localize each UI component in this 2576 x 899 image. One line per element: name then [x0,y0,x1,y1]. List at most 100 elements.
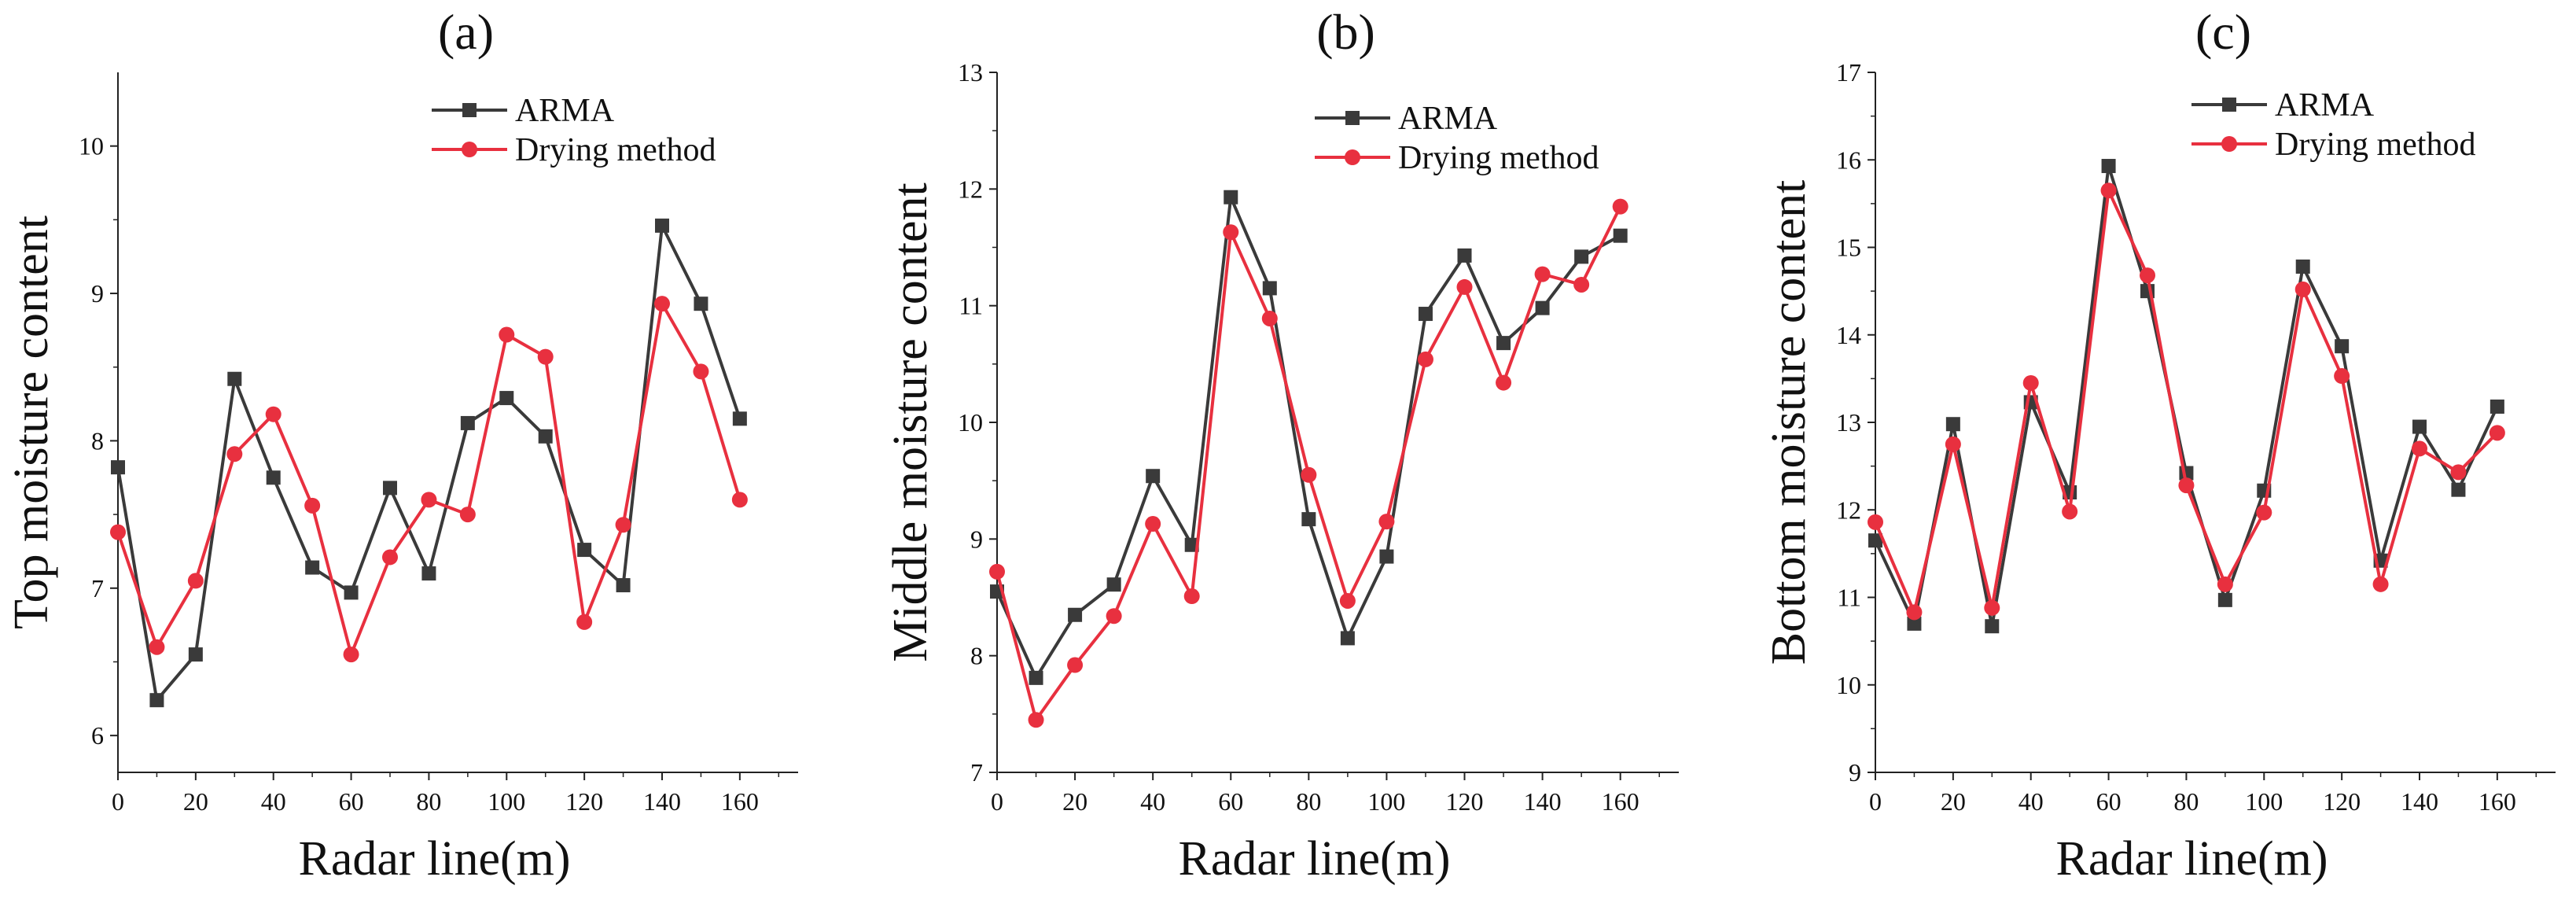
data-point-drying-method [2334,368,2350,385]
y-tick-label: 7 [91,574,104,602]
legend-label-arma: ARMA [2275,87,2375,123]
x-tick-label: 120 [1446,787,1484,816]
data-point-arma [1535,300,1550,315]
y-axis-title: Bottom moisture content [1762,180,1816,665]
x-tick-label: 160 [2478,787,2516,816]
data-point-drying-method [2140,267,2155,284]
data-point-drying-method [459,507,476,523]
legend-label-drying-method: Drying method [515,132,716,168]
data-point-drying-method [1301,466,1317,483]
data-point-drying-method [2022,374,2039,391]
x-tick-label: 140 [643,787,681,816]
data-point-drying-method [382,549,398,566]
data-point-arma [460,415,475,430]
data-point-arma [383,481,397,496]
legend-label-arma: ARMA [1398,101,1498,137]
data-point-drying-method [149,639,165,655]
x-tick-label: 140 [2401,787,2438,816]
x-axis-title: Radar line(m) [1178,832,1450,886]
y-tick-label: 9 [1849,758,1861,787]
data-point-drying-method [537,348,554,365]
y-tick-label: 17 [1836,58,1861,87]
legend-marker-arma [2222,98,2236,112]
x-tick-label: 60 [2096,787,2122,816]
chart-panel-1: 0 20 40 60 80 100 120 140 160 6 7 8 9 10 Radar line(m)… [5,4,798,886]
data-point-drying-method [2217,576,2233,592]
data-point-drying-method [1906,604,1923,621]
data-point-drying-method [2489,425,2505,441]
data-point-arma [1418,307,1433,322]
x-tick-label: 40 [261,787,286,816]
x-tick-label: 160 [721,787,759,816]
data-point-arma [1985,619,2000,634]
data-point-drying-method [2256,504,2272,521]
data-point-arma [2451,482,2466,497]
data-point-drying-method [1496,374,1512,391]
data-point-arma [655,218,669,233]
data-point-arma [732,411,747,426]
x-tick-label: 20 [1062,787,1087,816]
series-line-drying-method [1874,189,2499,614]
data-point-arma [616,578,631,593]
data-point-drying-method [1378,514,1395,530]
legend-marker-arma [462,103,477,117]
x-tick-label: 20 [183,787,208,816]
data-point-drying-method [1067,657,1084,673]
y-tick-label: 10 [958,408,983,437]
data-point-drying-method [421,492,437,508]
data-point-drying-method [1534,266,1551,282]
data-point-arma [266,470,281,485]
data-point-arma [1379,549,1394,564]
data-point-drying-method [304,497,321,514]
y-tick-label: 10 [1836,671,1861,699]
legend-marker-drying-method [462,142,477,157]
y-tick-label: 9 [91,279,104,308]
x-tick-label: 100 [488,787,525,816]
x-axis-title: Radar line(m) [298,832,570,886]
data-point-arma [1224,190,1238,204]
data-point-drying-method [1106,608,1122,625]
data-point-arma [1457,248,1472,263]
data-point-arma [1907,616,1922,631]
y-tick-label: 11 [1837,584,1861,612]
data-point-arma [188,647,203,662]
legend-marker-drying-method [2221,136,2237,152]
data-point-arma [1574,249,1589,264]
data-point-drying-method [2062,503,2078,520]
legend-marker-drying-method [1345,149,1360,165]
data-point-drying-method [693,363,709,380]
series-line-arma [116,223,742,702]
y-tick-label: 9 [970,525,983,553]
data-point-arma [2295,259,2310,274]
y-tick-label: 15 [1836,234,1861,262]
data-point-arma [1262,281,1277,296]
data-point-arma [577,543,592,558]
x-tick-label: 80 [1296,787,1321,816]
data-point-arma [1496,336,1511,351]
x-tick-label: 60 [339,787,364,816]
data-point-arma [2490,399,2504,414]
data-point-drying-method [1945,436,1961,452]
data-point-drying-method [576,613,593,630]
data-point-arma [1301,512,1316,527]
data-point-arma [1945,417,1960,432]
panel-label: (a) [438,4,494,60]
x-tick-label: 100 [2245,787,2283,816]
x-tick-label: 100 [1367,787,1405,816]
data-point-drying-method [226,446,243,462]
x-tick-label: 80 [2173,787,2199,816]
data-point-drying-method [1223,224,1239,241]
x-tick-label: 160 [1602,787,1639,816]
x-tick-label: 0 [1869,787,1882,816]
data-point-arma [1340,631,1355,646]
x-tick-label: 140 [1524,787,1562,816]
series-line-arma [995,195,1621,680]
data-point-drying-method [2178,477,2195,494]
data-point-arma [1068,607,1083,622]
chart-panel-2: 0 20 40 60 80 100 120 140 160 7 8 9 10 11 12 13 Radar li… [884,4,1679,886]
x-tick-label: 60 [1218,787,1243,816]
x-tick-label: 0 [112,787,124,816]
